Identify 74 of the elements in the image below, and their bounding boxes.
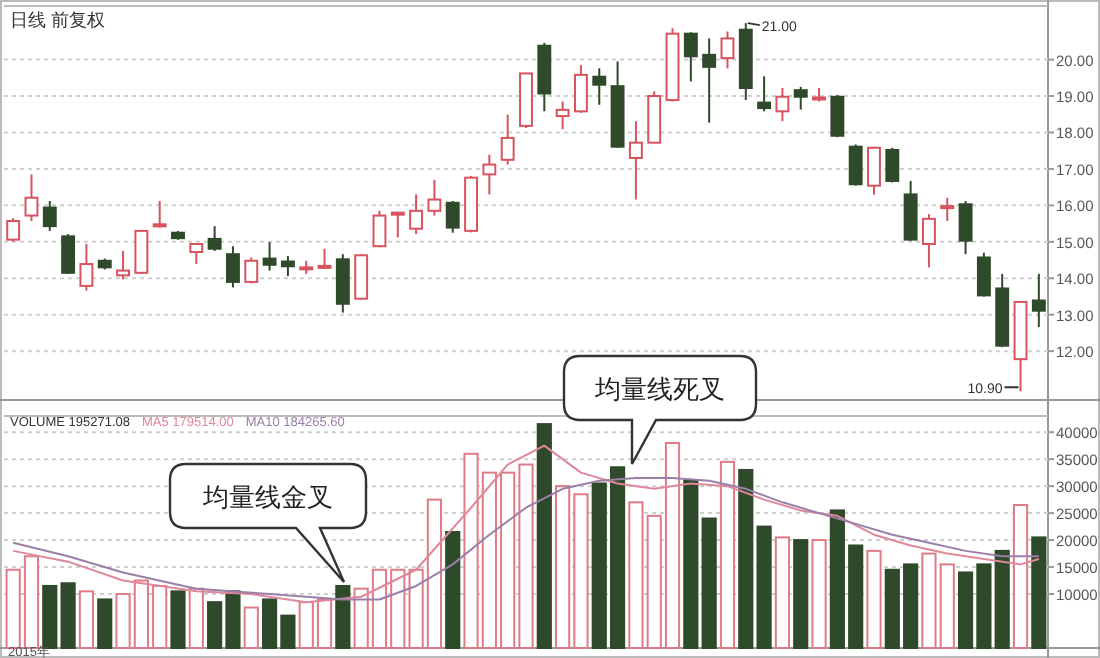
bar bbox=[628, 501, 644, 649]
candlestick bbox=[1031, 272, 1046, 329]
candlestick bbox=[24, 173, 39, 223]
line-series bbox=[12, 477, 1040, 601]
bar bbox=[170, 590, 186, 649]
bar bbox=[78, 590, 95, 649]
candlestick bbox=[500, 113, 515, 166]
candlestick bbox=[976, 251, 991, 298]
candlestick bbox=[867, 145, 881, 196]
bar bbox=[335, 584, 351, 649]
candlestick bbox=[79, 243, 94, 292]
candlestick bbox=[940, 196, 955, 223]
candlestick bbox=[537, 41, 552, 113]
bar bbox=[1031, 536, 1047, 649]
candlestick bbox=[189, 243, 204, 266]
bar bbox=[994, 549, 1010, 649]
candlestick bbox=[61, 233, 76, 275]
bar bbox=[445, 531, 461, 649]
candlestick bbox=[409, 193, 424, 236]
chart-title: 日线 前复权 bbox=[10, 10, 106, 30]
bar bbox=[536, 423, 552, 649]
bar bbox=[243, 606, 259, 649]
bar bbox=[1012, 504, 1029, 649]
bar bbox=[756, 525, 772, 649]
candlestick bbox=[775, 87, 790, 123]
candlestick bbox=[42, 200, 57, 232]
bar bbox=[42, 584, 58, 649]
annotation: 均量线金叉 bbox=[201, 482, 333, 512]
candlestick bbox=[280, 255, 295, 278]
candlestick bbox=[885, 146, 900, 184]
candlestick bbox=[482, 153, 497, 196]
bar bbox=[866, 549, 882, 649]
candlestick bbox=[244, 256, 259, 285]
bar bbox=[719, 460, 736, 649]
candlestick bbox=[592, 67, 607, 106]
candlestick bbox=[683, 31, 698, 83]
candlestick bbox=[702, 37, 717, 124]
candlestick bbox=[134, 229, 149, 275]
candlestick bbox=[354, 253, 369, 301]
candlestick bbox=[317, 247, 332, 270]
bar bbox=[97, 598, 113, 649]
bar bbox=[188, 587, 204, 649]
bar bbox=[793, 539, 809, 649]
annotation: 均量线死叉 bbox=[593, 374, 725, 404]
candlestick bbox=[958, 200, 973, 256]
candlestick bbox=[262, 241, 277, 272]
candlestick bbox=[116, 249, 131, 281]
bar bbox=[738, 468, 754, 649]
candlestick bbox=[427, 178, 442, 217]
bar bbox=[701, 517, 717, 649]
candlestick bbox=[225, 245, 240, 289]
bar bbox=[60, 582, 76, 649]
candlestick bbox=[555, 100, 570, 131]
candlestick bbox=[335, 253, 350, 314]
candlestick bbox=[6, 217, 21, 243]
candlestick bbox=[903, 179, 918, 242]
bar bbox=[811, 539, 827, 649]
candlestick bbox=[830, 93, 845, 139]
candlestick bbox=[757, 75, 772, 113]
bar bbox=[774, 536, 791, 649]
candlestick bbox=[647, 90, 662, 144]
candlestick bbox=[793, 85, 808, 111]
candlestick bbox=[372, 209, 387, 249]
candlestick bbox=[628, 120, 643, 201]
candlestick bbox=[921, 213, 936, 269]
candlestick bbox=[445, 200, 460, 234]
candlestick bbox=[720, 30, 735, 70]
candlestick bbox=[848, 143, 863, 187]
candlestick bbox=[152, 200, 167, 229]
bar bbox=[683, 479, 699, 649]
candlestick bbox=[207, 225, 222, 252]
candlestick bbox=[573, 64, 588, 114]
line-series bbox=[12, 444, 1040, 604]
candlestick bbox=[390, 211, 405, 239]
